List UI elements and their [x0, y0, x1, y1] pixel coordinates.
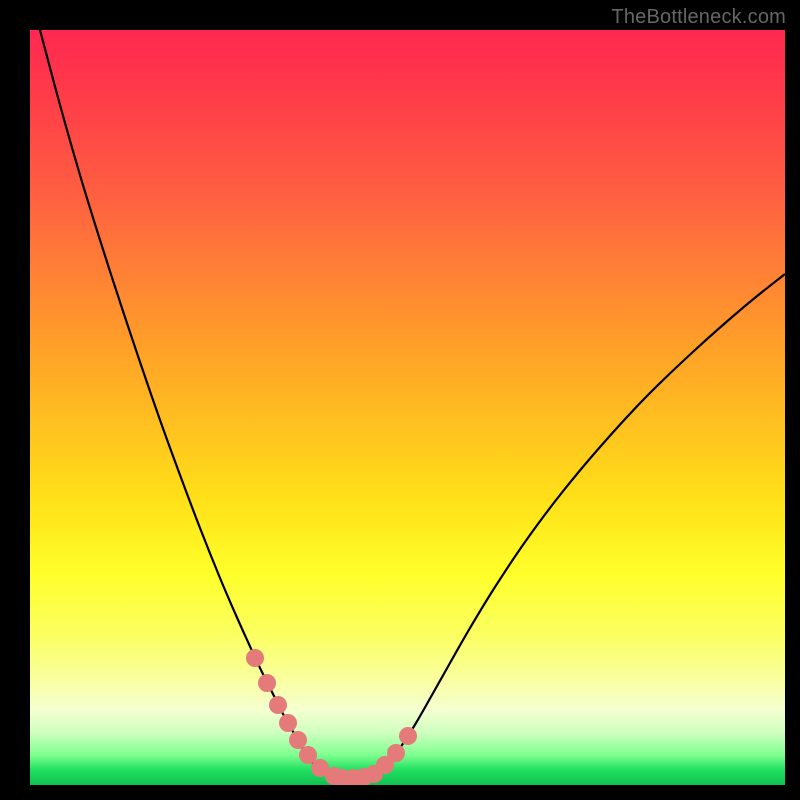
marker-dot: [279, 714, 297, 732]
marker-dot: [258, 674, 276, 692]
marker-dot: [289, 731, 307, 749]
marker-dot: [269, 696, 287, 714]
curve-left: [40, 30, 342, 778]
marker-dot: [387, 744, 405, 762]
marker-dot: [399, 727, 417, 745]
bottleneck-marker-band: [246, 649, 417, 785]
curve-right: [342, 274, 785, 778]
watermark-text: TheBottleneck.com: [611, 6, 786, 29]
marker-dot: [246, 649, 264, 667]
chart-plot-area: [30, 30, 785, 785]
chart-svg: [30, 30, 785, 785]
